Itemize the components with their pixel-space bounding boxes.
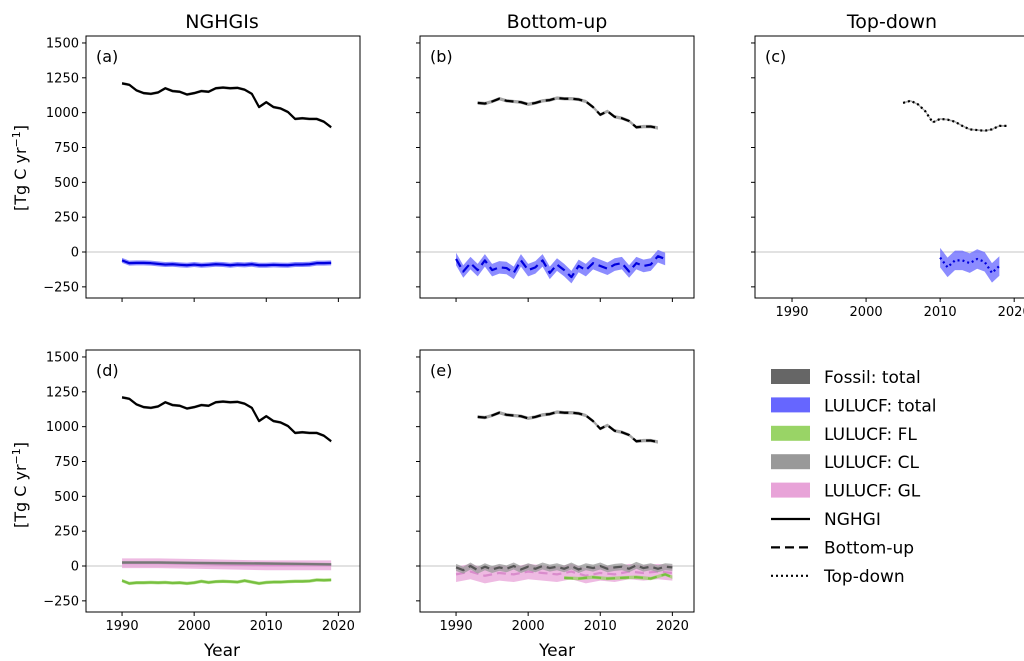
legend-label: LULUCF: FL xyxy=(824,425,917,445)
panel-label: (d) xyxy=(96,361,119,380)
y-axis-label-top-main: [Tg C yr xyxy=(11,147,30,211)
series-line-fossil-total xyxy=(121,396,332,443)
panels-layer: −250 0 250 500 750 1000 1250 1500 (a) (b) 1990 2000… xyxy=(43,35,1024,634)
y-tick-label: 250 xyxy=(54,211,79,226)
y-axis-label-bottom: [Tg C yr−1] xyxy=(10,442,30,528)
legend-entry-lulucf-fl: LULUCF: FL xyxy=(771,425,917,445)
x-axis-label-middle: Year xyxy=(538,641,575,661)
panel-label: (b) xyxy=(430,47,453,66)
y-tick-label: 750 xyxy=(54,455,79,470)
column-title-top-down: Top-down xyxy=(846,11,937,33)
panel-frame xyxy=(85,35,361,299)
legend-label: NGHGI xyxy=(824,510,881,530)
x-tick-label: 1990 xyxy=(775,305,808,320)
panel-e: 1990 2000 2010 2020 (e) xyxy=(416,349,695,634)
y-tick-label: 750 xyxy=(54,141,79,156)
legend-swatch xyxy=(771,425,810,441)
legend-entry-fossil-total: Fossil: total xyxy=(771,368,921,388)
series-band-lulucf-total xyxy=(940,247,1000,283)
y-tick-label: 0 xyxy=(71,246,79,261)
y-axis-label-bottom-end: ] xyxy=(11,442,30,448)
y-tick-label: 250 xyxy=(54,525,79,540)
legend-entry-top-down: Top-down xyxy=(771,567,905,587)
legend-swatch xyxy=(771,482,810,498)
series-band-lulucf-fl xyxy=(564,572,673,581)
y-tick-label: 1250 xyxy=(46,385,79,400)
series-line-fossil-total xyxy=(477,410,659,444)
plot-area xyxy=(121,81,332,268)
panel-frame xyxy=(754,35,1024,299)
x-axis-label-left: Year xyxy=(203,641,240,661)
panel-a: −250 0 250 500 750 1000 1250 1500 (a) xyxy=(43,35,361,302)
legend-label: LULUCF: CL xyxy=(824,453,919,473)
legend-swatch xyxy=(771,369,810,384)
panel-label: (a) xyxy=(96,47,118,66)
x-tick-label: 2020 xyxy=(998,305,1024,320)
plot-area xyxy=(121,395,332,586)
panel-frame xyxy=(85,349,361,613)
y-tick-label: 1000 xyxy=(46,420,79,435)
column-title-bottom-up: Bottom-up xyxy=(507,11,608,33)
legend-swatch xyxy=(771,397,810,413)
series-line-lulucf-total xyxy=(121,259,332,267)
legend-entry-bottom-up: Bottom-up xyxy=(771,538,914,558)
legend-label: Top-down xyxy=(823,567,905,587)
y-tick-label: 1500 xyxy=(46,350,79,365)
x-tick-label: 2000 xyxy=(178,619,211,634)
legend-label: Fossil: total xyxy=(824,368,921,388)
y-tick-label: 0 xyxy=(71,560,79,575)
y-tick-label: 1250 xyxy=(46,71,79,86)
legend: Fossil: total LULUCF: total LULUCF: FL LULU… xyxy=(771,368,936,587)
x-tick-label: 2010 xyxy=(924,305,957,320)
y-axis-label-top-end: ] xyxy=(11,125,30,131)
series-line-lulucf-cl xyxy=(455,564,673,572)
series-line-fossil-total xyxy=(121,82,332,129)
plot-area xyxy=(902,99,1007,283)
legend-label: LULUCF: total xyxy=(824,396,936,416)
x-tick-label: 2000 xyxy=(850,305,883,320)
x-tick-label: 2020 xyxy=(656,619,689,634)
legend-label: Bottom-up xyxy=(824,538,914,558)
panel-label: (c) xyxy=(765,47,786,66)
series-line-lulucf-gl xyxy=(455,570,673,577)
legend-swatch xyxy=(771,454,810,470)
panel-c: 1990 2000 2010 2020 (c) xyxy=(751,35,1024,320)
series-line-lulucf-fl xyxy=(564,573,673,580)
y-tick-label: 500 xyxy=(54,176,79,191)
y-tick-label: −250 xyxy=(43,594,79,609)
x-tick-label: 2010 xyxy=(250,619,283,634)
legend-entry-nghgi: NGHGI xyxy=(771,510,881,530)
panel-frame xyxy=(419,35,695,299)
plot-area xyxy=(455,410,673,584)
legend-entry-lulucf-total: LULUCF: total xyxy=(771,396,936,416)
x-tick-label: 2000 xyxy=(512,619,545,634)
series-line-fossil-total xyxy=(477,96,659,130)
x-tick-label: 1990 xyxy=(440,619,473,634)
y-tick-label: 1500 xyxy=(46,36,79,51)
panel-frame xyxy=(419,349,695,613)
panel-d: −250 0 250 500 750 1000 1250 1500 1990 2000 2010 20… xyxy=(43,349,361,634)
y-axis-label-bottom-main: [Tg C yr xyxy=(11,464,30,528)
x-tick-label: 2010 xyxy=(584,619,617,634)
legend-entry-lulucf-gl: LULUCF: GL xyxy=(771,482,921,502)
y-axis-label-bottom-sup: −1 xyxy=(10,448,23,464)
y-tick-label: −250 xyxy=(43,280,79,295)
series-line-lulucf-total xyxy=(939,256,1001,275)
panel-label: (e) xyxy=(430,361,452,380)
plot-area xyxy=(455,96,666,284)
legend-label: LULUCF: GL xyxy=(824,482,921,502)
column-title-nghgis: NGHGIs xyxy=(185,11,258,33)
y-tick-label: 500 xyxy=(54,490,79,505)
panel-b: (b) xyxy=(416,35,695,302)
y-axis-label-top: [Tg C yr−1] xyxy=(10,125,30,211)
legend-entry-lulucf-cl: LULUCF: CL xyxy=(771,453,919,473)
series-line-lulucf-fl xyxy=(121,578,332,585)
y-axis-label-top-sup: −1 xyxy=(10,131,23,147)
series-line-lulucf-total xyxy=(455,255,666,279)
x-tick-label: 1990 xyxy=(106,619,139,634)
x-tick-label: 2020 xyxy=(322,619,355,634)
series-line-lulucf-cl xyxy=(122,561,332,566)
y-tick-label: 1000 xyxy=(46,106,79,121)
